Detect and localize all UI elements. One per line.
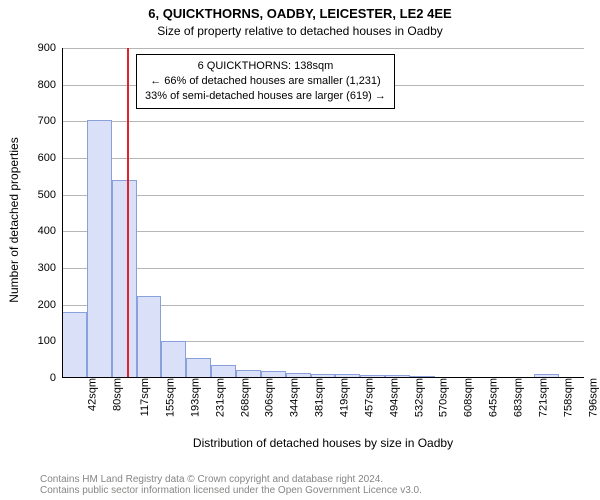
y-tick-label: 800 <box>38 79 62 91</box>
x-tick-label: 117sqm <box>135 378 151 416</box>
histogram-bar <box>112 180 137 378</box>
y-tick-label: 900 <box>38 42 62 54</box>
footnote-text: Contains HM Land Registry data © Crown c… <box>40 474 422 496</box>
y-tick-label: 100 <box>38 335 62 347</box>
x-tick-label: 268sqm <box>235 378 251 417</box>
chart-subtitle: Size of property relative to detached ho… <box>0 24 600 38</box>
histogram-bar <box>137 296 162 379</box>
histogram-bar <box>62 312 87 378</box>
histogram-bar <box>87 120 112 379</box>
x-tick-label: 796sqm <box>583 378 599 417</box>
x-tick-label: 306sqm <box>260 378 276 417</box>
x-tick-label: 193sqm <box>185 378 201 417</box>
x-tick-label: 381sqm <box>310 378 326 417</box>
x-tick-label: 155sqm <box>161 378 177 417</box>
y-tick-label: 600 <box>38 152 62 164</box>
y-tick-label: 200 <box>38 299 62 311</box>
histogram-bar <box>186 358 211 378</box>
plot-area: 6 QUICKTHORNS: 138sqm← 66% of detached h… <box>62 48 584 378</box>
x-tick-label: 721sqm <box>533 378 549 417</box>
annotation-box: 6 QUICKTHORNS: 138sqm← 66% of detached h… <box>136 54 395 109</box>
gridline <box>62 268 584 269</box>
x-tick-label: 608sqm <box>459 378 475 417</box>
y-tick-label: 400 <box>38 225 62 237</box>
gridline <box>62 158 584 159</box>
x-tick-label: 683sqm <box>509 378 525 417</box>
x-tick-label: 80sqm <box>108 378 124 411</box>
x-tick-label: 231sqm <box>210 378 226 417</box>
gridline <box>62 48 584 49</box>
gridline <box>62 121 584 122</box>
x-tick-label: 42sqm <box>83 378 99 411</box>
histogram-bar <box>161 341 186 378</box>
gridline <box>62 195 584 196</box>
x-tick-label: 532sqm <box>409 378 425 417</box>
annotation-line: 33% of semi-detached houses are larger (… <box>145 89 386 104</box>
x-axis-label: Distribution of detached houses by size … <box>62 436 584 450</box>
x-tick-label: 645sqm <box>484 378 500 417</box>
x-tick-label: 758sqm <box>558 378 574 417</box>
annotation-line: 6 QUICKTHORNS: 138sqm <box>145 59 386 74</box>
y-axis-line <box>62 48 63 378</box>
x-tick-label: 494sqm <box>384 378 400 417</box>
x-tick-label: 419sqm <box>335 378 351 417</box>
x-tick-label: 457sqm <box>359 378 375 417</box>
y-axis-label: Number of detached properties <box>7 55 21 385</box>
reference-line <box>127 48 129 378</box>
x-tick-label: 344sqm <box>285 378 301 417</box>
chart-title: 6, QUICKTHORNS, OADBY, LEICESTER, LE2 4E… <box>0 6 600 21</box>
y-tick-label: 700 <box>38 115 62 127</box>
annotation-line: ← 66% of detached houses are smaller (1,… <box>145 74 386 89</box>
gridline <box>62 231 584 232</box>
y-tick-label: 300 <box>38 262 62 274</box>
y-tick-label: 0 <box>50 372 62 384</box>
y-tick-label: 500 <box>38 189 62 201</box>
x-tick-label: 570sqm <box>434 378 450 417</box>
